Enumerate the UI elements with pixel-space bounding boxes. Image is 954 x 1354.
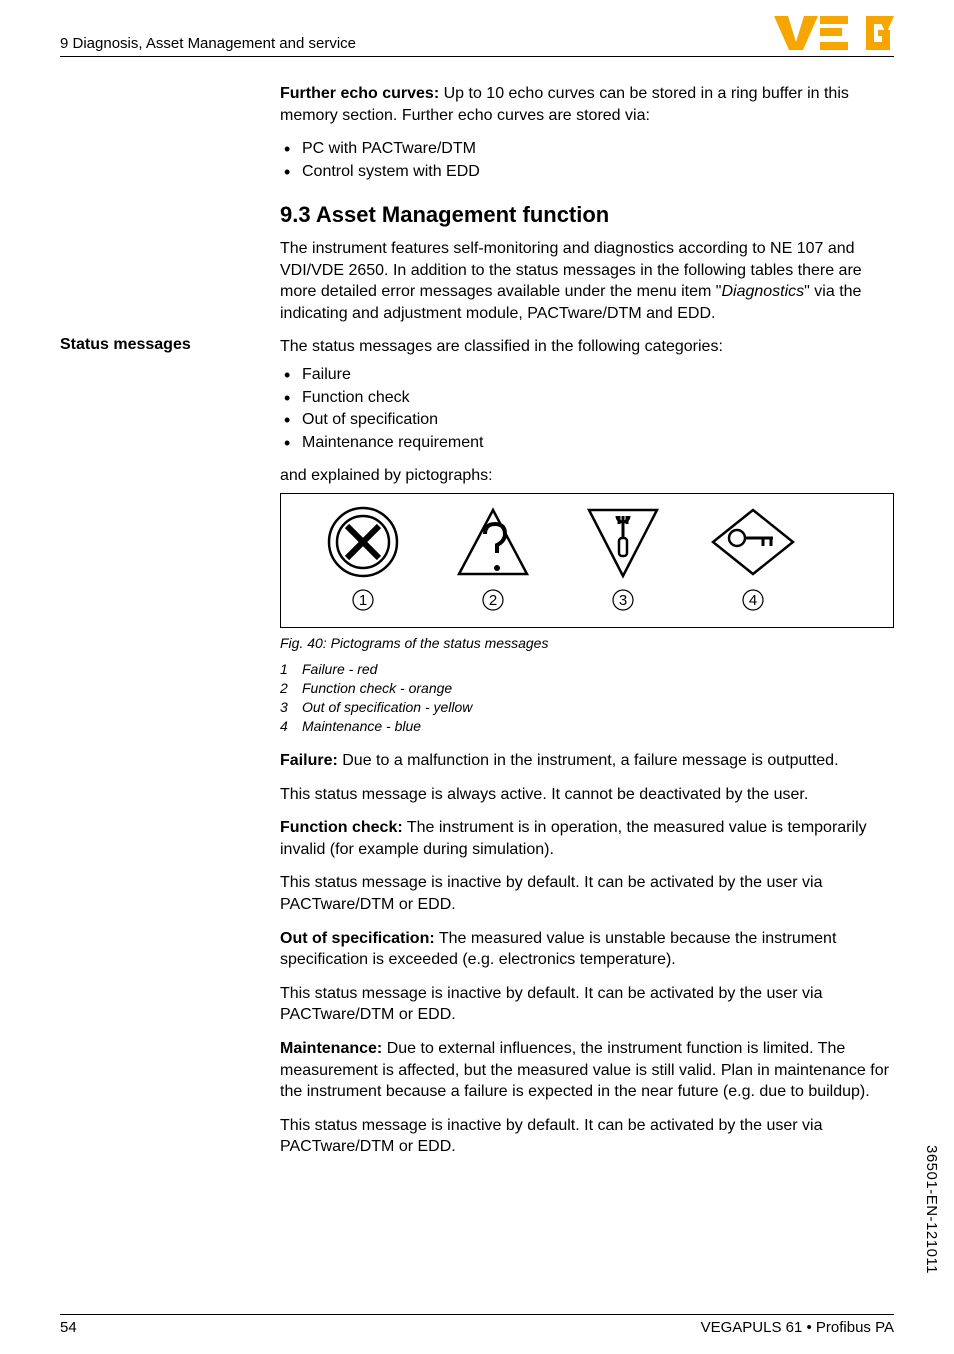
pictogram-figure: 1 2 3 4 (280, 493, 894, 628)
fig-num-2: 2 (489, 592, 497, 609)
figure-caption: Fig. 40: Pictograms of the status messag… (280, 634, 894, 653)
list-item: Failure (280, 364, 894, 386)
oos-para-2: This status message is inactive by defau… (280, 983, 894, 1026)
list-item: Control system with EDD (280, 161, 894, 183)
fig-num-4: 4 (749, 592, 757, 609)
legend-item: 1Failure - red (280, 660, 894, 679)
funccheck-lead: Function check: (280, 819, 403, 836)
failure-lead: Failure: (280, 752, 338, 769)
failure-para: Failure: Due to a malfunction in the ins… (280, 750, 894, 772)
section-9-3-heading: 9.3 Asset Management function (280, 200, 894, 230)
maint-lead: Maintenance: (280, 1040, 382, 1057)
page-footer: 54 VEGAPULS 61 • Profibus PA (60, 1314, 894, 1336)
maint-para: Maintenance: Due to external influences,… (280, 1038, 894, 1103)
status-intro: The status messages are classified in th… (280, 336, 894, 358)
section-9-3-para: The instrument features self-monitoring … (280, 238, 894, 324)
funccheck-para-2: This status message is inactive by defau… (280, 872, 894, 915)
list-item: Function check (280, 387, 894, 409)
legend-item: 2Function check - orange (280, 679, 894, 698)
oos-lead: Out of specification: (280, 930, 435, 947)
maint-para-2: This status message is inactive by defau… (280, 1115, 894, 1158)
oos-para: Out of specification: The measured value… (280, 928, 894, 971)
legend-item: 3Out of specification - yellow (280, 698, 894, 717)
status-bullet-list: Failure Function check Out of specificat… (280, 364, 894, 453)
page-header: 9 Diagnosis, Asset Management and servic… (60, 12, 894, 57)
further-echo-para: Further echo curves: Up to 10 echo curve… (280, 83, 894, 126)
further-echo-bullets: PC with PACTware/DTM Control system with… (280, 138, 894, 182)
legend-item: 4Maintenance - blue (280, 717, 894, 736)
page-number: 54 (60, 1319, 77, 1336)
sec93-text-italic: Diagnostics (721, 283, 804, 300)
further-echo-lead: Further echo curves: (280, 85, 439, 102)
failure-para-2: This status message is always active. It… (280, 784, 894, 806)
failure-rest: Due to a malfunction in the instrument, … (338, 752, 839, 769)
figure-legend: 1Failure - red 2Function check - orange … (280, 660, 894, 736)
explained-by: and explained by pictographs: (280, 465, 894, 487)
vega-logo (774, 12, 894, 52)
side-document-code: 36501-EN-121011 (923, 1145, 940, 1274)
chapter-title: 9 Diagnosis, Asset Management and servic… (60, 35, 356, 52)
status-messages-label: Status messages (60, 336, 260, 354)
list-item: Out of specification (280, 409, 894, 431)
fig-num-3: 3 (619, 592, 627, 609)
footer-product: VEGAPULS 61 • Profibus PA (701, 1319, 894, 1336)
funccheck-para: Function check: The instrument is in ope… (280, 817, 894, 860)
list-item: PC with PACTware/DTM (280, 138, 894, 160)
list-item: Maintenance requirement (280, 432, 894, 454)
fig-num-1: 1 (359, 592, 367, 609)
